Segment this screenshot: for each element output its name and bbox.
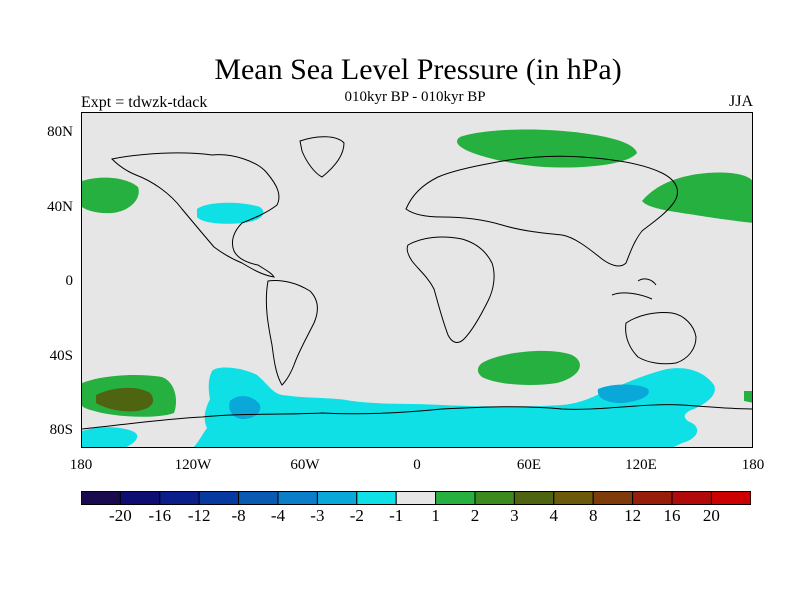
- anomaly-north-pacific-east: [82, 177, 139, 214]
- colorbar-box: [159, 491, 200, 505]
- lat-label-80n: 80N: [47, 124, 73, 140]
- chart-title: Mean Sea Level Pressure (in hPa): [214, 53, 622, 86]
- colorbar-tick-label: 12: [624, 506, 642, 525]
- anomaly-north-america: [197, 202, 264, 224]
- lat-label-40n: 40N: [47, 199, 73, 215]
- anomaly-south-atlantic: [477, 350, 580, 385]
- colorbar-tick-label: -1: [389, 506, 404, 525]
- lat-label-0: 0: [65, 273, 74, 289]
- colorbar-box: [592, 491, 634, 505]
- colorbar-box: [513, 491, 555, 505]
- lon-label-120e: 120E: [625, 457, 657, 473]
- colorbar-tick-label: -16: [148, 506, 172, 525]
- lon-label-180-west: 180: [69, 457, 93, 473]
- coast-south-america: [265, 280, 318, 386]
- coast-europe-asia: [405, 155, 678, 267]
- anomaly-south-pacific-core: [96, 387, 154, 412]
- colorbar-box: [553, 491, 594, 505]
- colorbar-tick-label: -3: [310, 506, 325, 525]
- colorbar-box: [277, 491, 318, 505]
- colorbar-tick-label: 16: [663, 506, 681, 525]
- experiment-label: Expt = tdwzk-tdack: [81, 94, 208, 111]
- colorbar-box: [81, 491, 121, 505]
- lat-label-40s: 40S: [49, 348, 73, 364]
- colorbar-box: [356, 491, 397, 505]
- colorbar-tick-label: 20: [702, 506, 720, 525]
- colorbar-box: [710, 491, 751, 505]
- colorbar-tick-label: 1: [431, 506, 440, 525]
- colorbar-box: [395, 491, 437, 505]
- colorbar-box: [198, 491, 240, 505]
- antarctic-coastline: [82, 404, 752, 430]
- coast-greenland: [299, 136, 345, 178]
- colorbar-box: [671, 491, 712, 505]
- colorbar-tick-label: 8: [588, 506, 598, 525]
- colorbar-box: [474, 491, 515, 505]
- anomaly-indian-ocean-core: [597, 384, 649, 403]
- colorbar-box: [238, 491, 279, 505]
- colorbar-box: [316, 491, 358, 505]
- coast-africa: [406, 236, 495, 343]
- anomaly-north-pacific-west: [642, 172, 752, 223]
- anomaly-tasman: [744, 391, 752, 403]
- colorbar-tick-label: -20: [109, 506, 132, 525]
- coast-maritime: [611, 278, 657, 300]
- lon-label-60e: 60E: [516, 457, 542, 473]
- lon-label-60w: 60W: [290, 457, 320, 473]
- colorbar-tick-label: -4: [270, 506, 286, 525]
- negative-anomaly-layer: [82, 202, 715, 447]
- coast-north-america: [110, 152, 280, 278]
- lon-label-120w: 120W: [174, 457, 212, 473]
- colorbar-box: [435, 491, 476, 505]
- coast-australia: [625, 312, 697, 365]
- colorbar-tick-label: -8: [231, 506, 246, 525]
- colorbar: [81, 491, 751, 505]
- lat-label-80s: 80S: [49, 422, 73, 438]
- anomaly-southern-ocean-west: [82, 427, 138, 447]
- colorbar-tick-label: 3: [510, 506, 519, 525]
- colorbar-tick-label: 2: [470, 506, 480, 525]
- map-panel: [81, 112, 753, 448]
- colorbar-tick-label: 4: [549, 506, 559, 525]
- chart-subtitle: 010kyr BP - 010kyr BP: [344, 89, 486, 105]
- lon-label-0: 0: [413, 457, 421, 473]
- lon-label-180-east: 180: [741, 457, 765, 473]
- colorbar-tick-label: -12: [187, 506, 211, 525]
- coastlines: [110, 136, 697, 386]
- pressure-map: [82, 113, 752, 447]
- colorbar-box: [119, 491, 161, 505]
- colorbar-tick-label: -2: [349, 506, 364, 525]
- strong-negative-layer: [229, 384, 649, 419]
- anomaly-amundsen-core: [229, 396, 261, 419]
- anomaly-southern-ocean: [193, 367, 715, 447]
- season-label: JJA: [728, 93, 753, 110]
- colorbar-box: [632, 491, 673, 505]
